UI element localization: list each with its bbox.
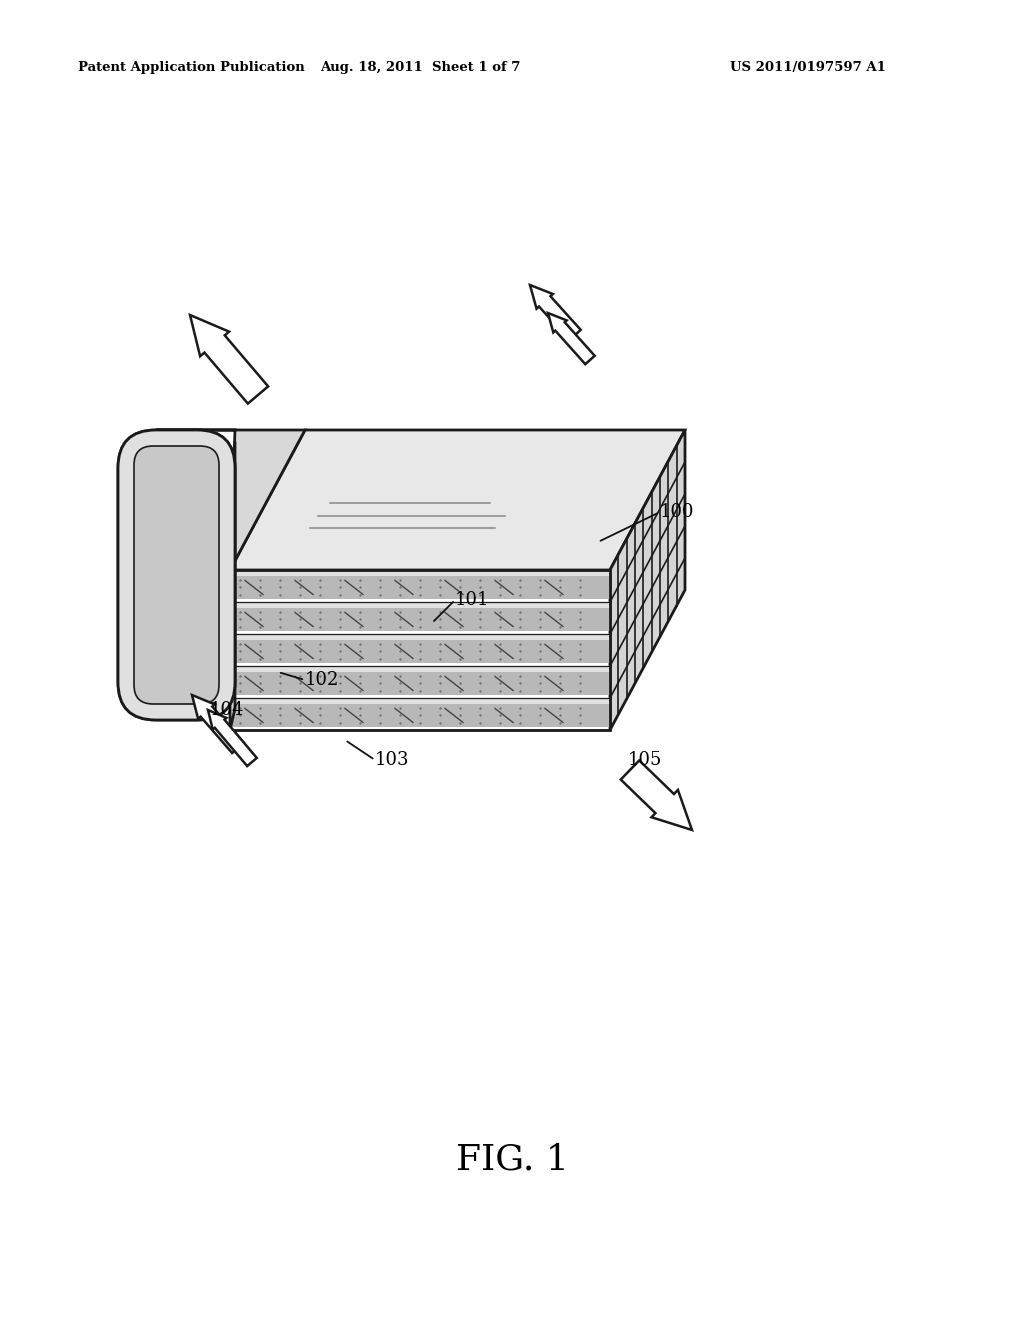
Text: 103: 103 (375, 751, 410, 770)
Polygon shape (230, 441, 234, 730)
Polygon shape (230, 602, 610, 607)
Polygon shape (190, 315, 268, 404)
Text: FIG. 1: FIG. 1 (456, 1143, 568, 1177)
Polygon shape (230, 607, 610, 631)
Polygon shape (230, 576, 610, 599)
Text: Patent Application Publication: Patent Application Publication (78, 62, 305, 74)
FancyBboxPatch shape (118, 430, 234, 719)
Text: 102: 102 (305, 671, 339, 689)
Polygon shape (156, 430, 305, 570)
Polygon shape (230, 698, 610, 704)
Polygon shape (530, 285, 581, 341)
Polygon shape (230, 430, 685, 570)
Polygon shape (193, 696, 244, 752)
Text: Aug. 18, 2011  Sheet 1 of 7: Aug. 18, 2011 Sheet 1 of 7 (319, 62, 520, 74)
Polygon shape (230, 640, 610, 663)
Polygon shape (230, 672, 610, 696)
Polygon shape (208, 710, 257, 766)
Text: US 2011/0197597 A1: US 2011/0197597 A1 (730, 62, 886, 74)
Polygon shape (610, 430, 685, 730)
Polygon shape (230, 634, 610, 640)
Polygon shape (548, 313, 595, 364)
Text: 104: 104 (210, 701, 245, 719)
Polygon shape (230, 704, 610, 727)
FancyBboxPatch shape (118, 430, 234, 719)
Text: 100: 100 (660, 503, 694, 521)
Polygon shape (230, 570, 610, 576)
FancyBboxPatch shape (134, 446, 219, 704)
Polygon shape (230, 667, 610, 672)
Text: 105: 105 (628, 751, 663, 770)
Text: 101: 101 (455, 591, 489, 609)
FancyBboxPatch shape (134, 446, 219, 704)
Polygon shape (621, 760, 692, 830)
